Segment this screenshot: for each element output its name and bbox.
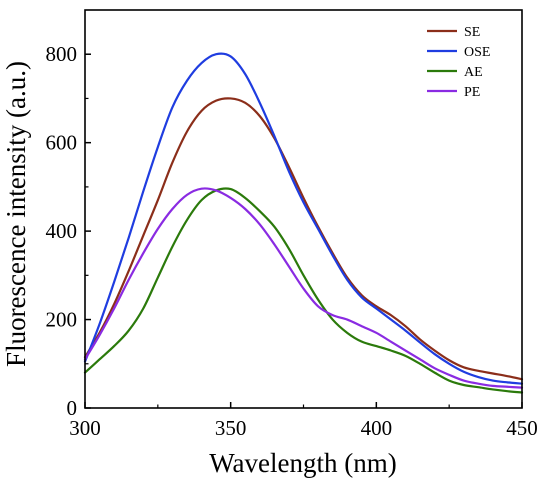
legend-label-ose: OSE	[464, 45, 490, 60]
x-tick-label: 400	[361, 416, 393, 440]
x-axis-title: Wavelength (nm)	[209, 448, 397, 478]
y-tick-label: 800	[46, 42, 78, 66]
y-tick-label: 400	[46, 219, 78, 243]
legend: SE OSE AE PE	[427, 25, 490, 100]
plot-frame	[84, 9, 523, 409]
ticks-layer: 300 350 400 450 0 200 400 600 800	[46, 42, 538, 440]
series-line-ose	[83, 52, 524, 385]
legend-label-se: SE	[464, 25, 480, 40]
legend-label-pe: PE	[464, 85, 480, 100]
series-line-pe	[83, 187, 524, 389]
x-tick-label: 300	[69, 416, 101, 440]
legend-label-ae: AE	[464, 65, 483, 80]
series-layer	[83, 52, 524, 394]
y-tick-label: 0	[67, 396, 78, 420]
x-tick-label: 350	[215, 416, 247, 440]
y-tick-label: 200	[46, 308, 78, 332]
x-tick-label: 450	[506, 416, 538, 440]
series-line-se	[83, 97, 524, 381]
y-axis-title: Fluorescence intensity (a.u.)	[1, 61, 31, 367]
y-tick-label: 600	[46, 131, 78, 155]
series-line-ae	[83, 187, 524, 394]
